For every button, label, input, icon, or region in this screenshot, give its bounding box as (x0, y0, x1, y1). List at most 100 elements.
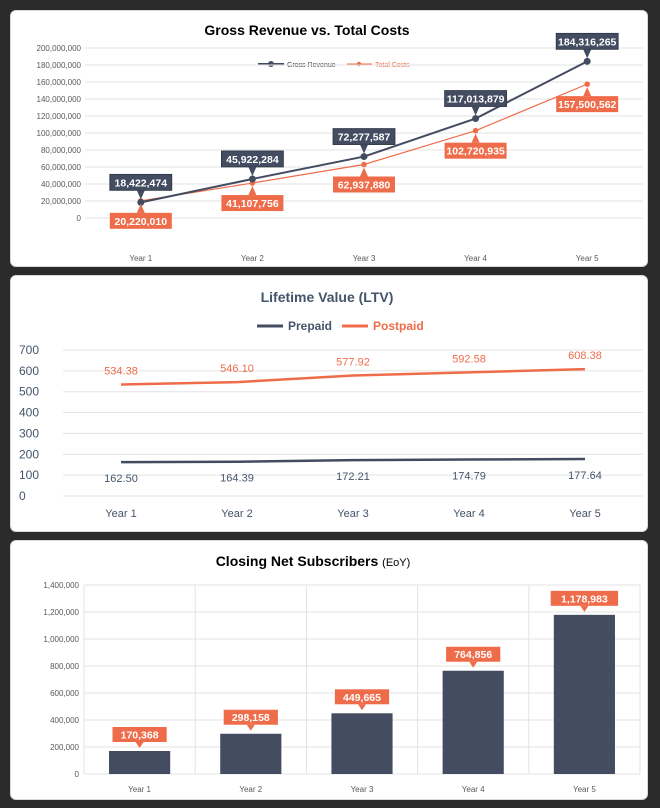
x-tick-label: Year 2 (221, 508, 252, 520)
y-tick-label: 0 (19, 489, 26, 503)
legend-label-postpaid: Postpaid (373, 319, 424, 333)
y-axis: 0 200,000 400,000 600,000 800,000 1,000,000 1,… (43, 581, 79, 779)
bar-callout-box (112, 727, 167, 743)
x-tick-label: Year 4 (462, 785, 485, 794)
chart-bars (109, 614, 615, 774)
y-tick-label: 100,000,000 (37, 129, 82, 138)
x-tick-label: Year 1 (129, 254, 152, 263)
costs-callout-pointer (248, 186, 257, 196)
point-total-costs (472, 127, 479, 134)
x-tick-label: Year 2 (239, 785, 262, 794)
y-tick-label: 200 (19, 447, 39, 461)
x-tick-label: Year 2 (241, 254, 264, 263)
costs-data-label: 41,107,756 (226, 198, 279, 210)
revenue-data-label: 184,316,265 (558, 36, 617, 48)
y-tick-label: 80,000,000 (41, 146, 82, 155)
costs-callout-pointer (583, 87, 592, 97)
subscribers-chart: Closing Net Subscribers (EoY) 0 200,000 40… (43, 553, 641, 794)
x-tick-label: Year 4 (464, 254, 487, 263)
data-labels: 534.38 546.10 577.92 592.58 608.38 162.50 164.… (104, 350, 602, 485)
bar (553, 614, 615, 774)
chart-gridlines (63, 349, 643, 497)
y-tick-label: 300 (19, 426, 39, 440)
y-tick-label: 180,000,000 (37, 61, 82, 70)
revenue-callout-pointer (360, 144, 368, 154)
postpaid-data-label: 592.58 (452, 353, 486, 365)
y-tick-label: 160,000,000 (37, 78, 82, 87)
series-line-postpaid (120, 367, 586, 386)
revenue-callout-pointer (136, 190, 145, 200)
bar-callout-pointer (246, 724, 255, 731)
point-gross-revenue (472, 115, 480, 123)
revenue-data-label: 72,277,587 (338, 132, 391, 144)
chart-title-main: Closing Net Subscribers (216, 553, 379, 569)
bar (442, 670, 504, 774)
y-tick-label: 40,000,000 (41, 180, 82, 189)
costs-data-label: 20,220,010 (115, 216, 168, 228)
costs-callout-box (109, 212, 172, 229)
ltv-chart: Lifetime Value (LTV) Prepaid Postpaid 0 10… (19, 289, 643, 520)
costs-callout-box (444, 142, 507, 159)
costs-data-label: 102,720,935 (446, 146, 505, 158)
bar (220, 733, 282, 774)
revenue-costs-chart-card: Gross Revenue vs. Total Costs Gross Reve… (10, 10, 648, 267)
y-tick-label: 600,000 (50, 689, 79, 698)
bar (331, 713, 393, 774)
x-tick-label: Year 3 (351, 785, 374, 794)
y-axis: 0 100 200 300 400 500 600 700 (19, 343, 39, 503)
subscribers-chart-card: Closing Net Subscribers (EoY) 0 200,000 40… (10, 540, 648, 800)
x-tick-label: Year 3 (353, 254, 376, 263)
chart-series (120, 367, 586, 464)
x-tick-label: Year 5 (573, 785, 596, 794)
y-tick-label: 140,000,000 (37, 95, 82, 104)
bar-data-label: 449,665 (343, 692, 381, 704)
y-tick-label: 60,000,000 (41, 163, 82, 172)
chart-title: Lifetime Value (LTV) (261, 289, 394, 305)
y-tick-label: 400 (19, 406, 39, 420)
prepaid-data-label: 164.39 (220, 473, 254, 485)
y-tick-label: 120,000,000 (37, 112, 82, 121)
bar-data-label: 298,158 (232, 712, 270, 724)
x-axis: Year 1 Year 2 Year 3 Year 4 Year 5 (128, 785, 596, 794)
bar-data-label: 764,856 (454, 649, 492, 661)
y-tick-label: 800,000 (50, 662, 79, 671)
prepaid-data-label: 162.50 (104, 473, 138, 485)
revenue-callout-pointer (583, 49, 592, 59)
x-tick-label: Year 1 (128, 785, 151, 794)
series-line-prepaid (120, 457, 586, 464)
costs-callout-pointer (360, 167, 368, 177)
legend-marker-revenue (268, 61, 274, 67)
x-tick-label: Year 4 (453, 508, 484, 520)
bar-callout-box (223, 709, 278, 725)
postpaid-data-label: 577.92 (336, 356, 370, 368)
point-total-costs (584, 81, 590, 87)
bar-callout-pointer (135, 742, 144, 749)
chart-title: Gross Revenue vs. Total Costs (204, 22, 409, 38)
revenue-costs-chart: Gross Revenue vs. Total Costs Gross Reve… (37, 22, 643, 263)
y-tick-label: 0 (75, 770, 80, 779)
chart-title-suffix: (EoY) (382, 557, 410, 569)
revenue-data-label: 45,922,284 (226, 154, 279, 166)
y-tick-label: 200,000,000 (37, 44, 82, 53)
y-tick-label: 20,000,000 (41, 197, 82, 206)
y-tick-label: 200,000 (50, 743, 79, 752)
y-tick-label: 500 (19, 385, 39, 399)
legend-marker-costs (356, 61, 362, 67)
x-axis: Year 1 Year 2 Year 3 Year 4 Year 5 (105, 508, 600, 520)
y-tick-label: 1,200,000 (43, 608, 79, 617)
y-axis: 0 20,000,000 40,000,000 60,000,000 80,000,00… (37, 44, 82, 223)
costs-callout-box (333, 176, 395, 193)
y-tick-label: 100 (19, 468, 39, 482)
bar-callout-pointer (358, 704, 366, 711)
y-tick-label: 600 (19, 364, 39, 378)
bar-callout-box (446, 646, 501, 662)
bar-data-label: 170,368 (121, 730, 159, 742)
point-gross-revenue (583, 57, 591, 65)
prepaid-data-label: 174.79 (452, 471, 486, 483)
y-tick-label: 0 (77, 214, 82, 223)
bar-callout-pointer (469, 661, 478, 668)
point-gross-revenue (137, 198, 145, 206)
x-tick-label: Year 5 (576, 254, 599, 263)
bar-callout-box (334, 689, 390, 705)
ltv-chart-card: Lifetime Value (LTV) Prepaid Postpaid 0 10… (10, 275, 648, 532)
